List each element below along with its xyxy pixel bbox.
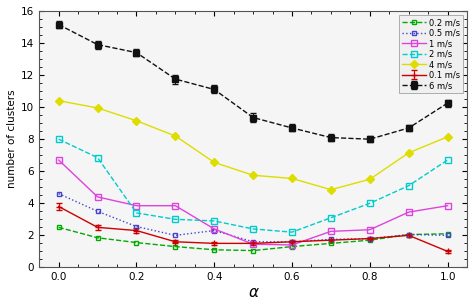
2 m/s xyxy=(367,201,373,205)
0.5 m/s xyxy=(211,229,217,232)
Line: 0.5 m/s: 0.5 m/s xyxy=(56,192,450,244)
2 m/s xyxy=(95,156,100,159)
0.5 m/s xyxy=(367,237,373,240)
0.5 m/s xyxy=(56,192,62,196)
2 m/s xyxy=(445,158,450,162)
Line: 0.2 m/s: 0.2 m/s xyxy=(56,225,450,253)
1 m/s xyxy=(445,204,450,208)
4 m/s xyxy=(289,177,295,180)
0.2 m/s xyxy=(134,241,139,244)
1 m/s xyxy=(56,158,62,162)
2 m/s xyxy=(250,227,256,231)
Legend: 0.2 m/s, 0.5 m/s, 1 m/s, 2 m/s, 4 m/s, 0.1 m/s, 6 m/s: 0.2 m/s, 0.5 m/s, 1 m/s, 2 m/s, 4 m/s, 0… xyxy=(399,15,463,93)
4 m/s xyxy=(211,161,217,164)
0.5 m/s xyxy=(328,238,334,241)
Line: 4 m/s: 4 m/s xyxy=(56,98,450,192)
4 m/s xyxy=(328,188,334,192)
0.2 m/s xyxy=(56,226,62,229)
0.5 m/s xyxy=(173,234,178,237)
0.2 m/s xyxy=(95,236,100,239)
1 m/s xyxy=(289,243,295,247)
Y-axis label: number of clusters: number of clusters xyxy=(7,90,17,188)
0.2 m/s xyxy=(211,248,217,252)
4 m/s xyxy=(406,151,411,155)
Line: 1 m/s: 1 m/s xyxy=(56,157,450,248)
Line: 2 m/s: 2 m/s xyxy=(56,136,450,235)
1 m/s xyxy=(367,228,373,231)
0.5 m/s xyxy=(289,240,295,244)
1 m/s xyxy=(173,204,178,208)
2 m/s xyxy=(173,217,178,221)
0.5 m/s xyxy=(95,209,100,213)
4 m/s xyxy=(134,119,139,122)
0.5 m/s xyxy=(445,234,450,237)
0.2 m/s xyxy=(406,233,411,236)
2 m/s xyxy=(289,230,295,234)
4 m/s xyxy=(56,99,62,103)
0.5 m/s xyxy=(406,233,411,236)
2 m/s xyxy=(134,211,139,215)
0.5 m/s xyxy=(250,240,256,244)
X-axis label: α: α xyxy=(248,285,258,300)
4 m/s xyxy=(173,134,178,138)
0.2 m/s xyxy=(173,245,178,248)
2 m/s xyxy=(56,137,62,141)
0.5 m/s xyxy=(134,225,139,228)
1 m/s xyxy=(406,210,411,214)
2 m/s xyxy=(211,219,217,223)
0.2 m/s xyxy=(250,249,256,252)
4 m/s xyxy=(95,106,100,110)
0.2 m/s xyxy=(367,238,373,242)
4 m/s xyxy=(250,173,256,177)
4 m/s xyxy=(367,177,373,181)
1 m/s xyxy=(250,242,256,246)
0.2 m/s xyxy=(445,232,450,235)
1 m/s xyxy=(134,204,139,208)
2 m/s xyxy=(328,216,334,220)
0.2 m/s xyxy=(289,245,295,248)
2 m/s xyxy=(406,184,411,188)
1 m/s xyxy=(95,195,100,199)
1 m/s xyxy=(211,227,217,231)
1 m/s xyxy=(328,230,334,233)
0.2 m/s xyxy=(328,242,334,245)
4 m/s xyxy=(445,135,450,139)
